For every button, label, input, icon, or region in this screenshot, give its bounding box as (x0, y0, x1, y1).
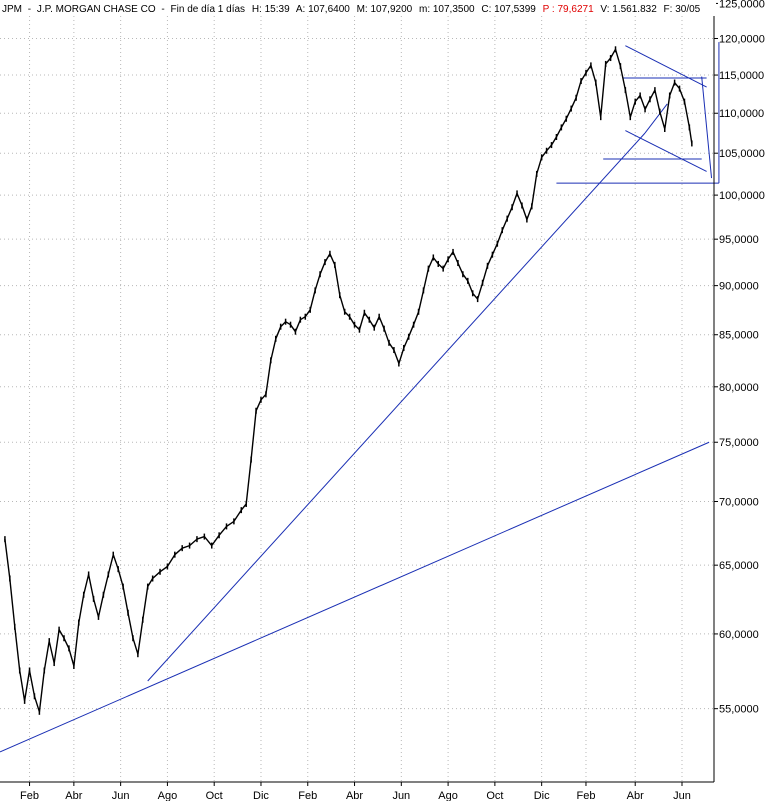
header-line: JPM - J.P. MORGAN CHASE CO - Fin de día … (2, 4, 701, 15)
header-period: Fin de día 1 días (171, 4, 246, 15)
y-tick-label: 115,0000 (719, 70, 764, 82)
header-dash: - (161, 4, 164, 15)
trendline (625, 130, 707, 172)
y-tick-label: 75,0000 (719, 437, 759, 449)
x-tick-label: Oct (206, 790, 223, 801)
header-dash: - (28, 4, 31, 15)
x-tick-label: Abr (627, 790, 644, 801)
header-p: P : 79,6271 (543, 4, 594, 15)
y-tick-label: 110,0000 (719, 108, 764, 120)
x-tick-label: Jun (673, 790, 691, 801)
x-tick-label: Dic (253, 790, 269, 801)
y-tick-label: 65,0000 (719, 560, 759, 572)
header-time: H: 15:39 (252, 4, 290, 15)
x-tick-label: Dic (534, 790, 550, 801)
x-tick-label: Ago (438, 790, 458, 801)
header-volume: V: 1.561.832 (600, 4, 657, 15)
header-low: m: 107,3500 (419, 4, 475, 15)
trendline (625, 45, 707, 88)
trendline (0, 441, 710, 753)
trendline-layer (0, 42, 720, 753)
header-company: J.P. MORGAN CHASE CO (37, 4, 156, 15)
header-close: C: 107,5399 (481, 4, 536, 15)
grid-layer (0, 0, 714, 782)
x-tick-label: Feb (20, 790, 39, 801)
y-tick-label: 70,0000 (719, 497, 759, 509)
y-tick-label: 90,0000 (719, 281, 759, 293)
y-tick-label: 120,0000 (719, 33, 765, 45)
trendline (147, 132, 646, 682)
x-tick-label: Feb (298, 790, 317, 801)
x-tick-label: Jun (392, 790, 410, 801)
trendline (644, 103, 668, 134)
y-tick-label: 85,0000 (719, 330, 759, 342)
series-layer (4, 46, 693, 715)
x-tick-label: Ago (158, 790, 178, 801)
x-tick-label: Abr (346, 790, 363, 801)
y-tick-label: 100,0000 (719, 190, 765, 202)
chart-header: JPM - J.P. MORGAN CHASE CO - Fin de día … (0, 0, 716, 16)
y-tick-label: 105,0000 (719, 148, 765, 160)
x-tick-label: Jun (112, 790, 130, 801)
header-high: M: 107,9200 (357, 4, 413, 15)
y-tick-label: 60,0000 (719, 629, 759, 641)
header-background (0, 0, 716, 16)
y-tick-label: 80,0000 (719, 382, 759, 394)
header-symbol: JPM (2, 4, 22, 15)
trendline (701, 76, 713, 179)
x-tick-label: Oct (486, 790, 503, 801)
header-date: F: 30/05 (664, 4, 701, 15)
y-tick-label: 55,0000 (719, 704, 759, 716)
x-tick-label: Abr (65, 790, 82, 801)
x-tick-label: Feb (576, 790, 595, 801)
header-open: A: 107,6400 (296, 4, 350, 15)
y-tick-label: 125,0000 (719, 0, 765, 10)
y-tick-label: 95,0000 (719, 234, 759, 246)
